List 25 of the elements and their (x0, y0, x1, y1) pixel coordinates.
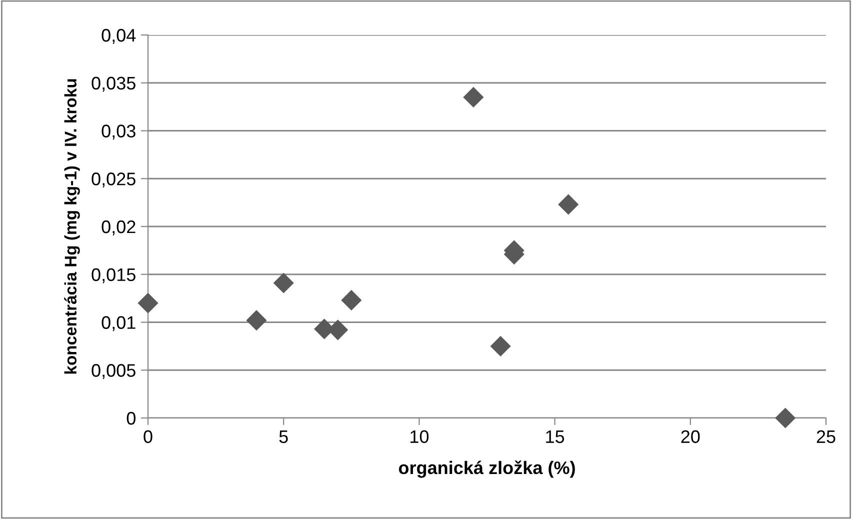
x-tick-label: 10 (410, 430, 429, 444)
y-tick-label: 0,01 (102, 316, 136, 332)
point (463, 86, 484, 108)
y-tick-label: 0 (126, 412, 136, 425)
point (246, 310, 267, 331)
x-axis-title: organická zložka (%) (398, 460, 575, 478)
y-tick-label: 0,04 (102, 28, 136, 44)
y-axis-title: koncentrácia Hg (mg kg-1) v IV. kroku (64, 79, 80, 374)
x-tick-label: 5 (279, 430, 288, 444)
point (273, 272, 294, 294)
x-tick-label: 15 (546, 430, 564, 444)
y-tick-label: 0,005 (92, 364, 136, 379)
y-tick-label: 0,035 (92, 76, 136, 92)
x-tick-label: 0 (144, 430, 152, 444)
x-tick-label: 25 (816, 430, 836, 444)
point (558, 194, 579, 215)
point (775, 408, 796, 428)
y-tick-label: 0,03 (102, 124, 136, 140)
point (138, 292, 158, 314)
y-tick-label: 0,015 (92, 268, 136, 284)
point (490, 336, 511, 356)
x-tick-label: 20 (681, 430, 700, 444)
y-tick-label: 0,025 (92, 172, 136, 188)
y-tick-label: 0,02 (102, 220, 136, 236)
point (341, 290, 362, 311)
